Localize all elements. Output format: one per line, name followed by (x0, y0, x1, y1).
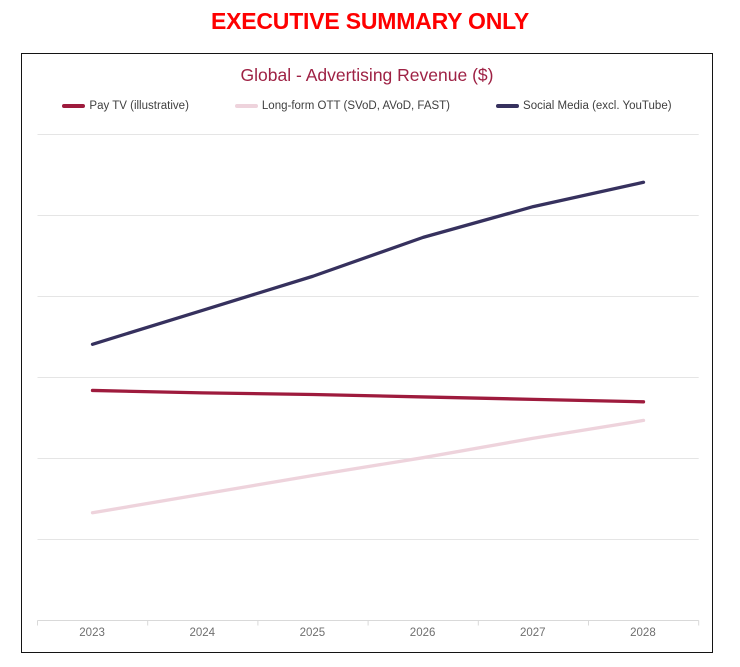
legend-line-swatch-long-form-ott (234, 104, 258, 108)
legend-label: Long-form OTT (SVoD, AVoD, FAST) (261, 100, 451, 112)
legend-label: Social Media (excl. YouTube) (523, 100, 672, 112)
legend-item-long-form-ott: Long-form OTT (SVoD, AVoD, FAST) (234, 100, 451, 112)
chart-title: Global - Advertising Revenue ($) (240, 65, 494, 85)
series-line-long-form-ott (90, 418, 646, 515)
line-chart-plot-area (37, 134, 700, 626)
chart-legend: Pay TV (illustrative) Long-form OTT (SVoD… (22, 100, 712, 112)
x-axis-label: 2023 (79, 627, 105, 639)
series-line-pay-tv (90, 388, 646, 404)
x-axis-label: 2028 (630, 627, 656, 639)
x-axis-label: 2027 (519, 627, 546, 639)
x-axis-label: 2024 (189, 627, 216, 639)
series-line-social-media (90, 180, 646, 346)
legend-line-swatch-social-media (496, 104, 520, 108)
x-axis-label: 2026 (409, 627, 436, 639)
legend-item-pay-tv: Pay TV (illustrative) (62, 100, 189, 112)
chart-container: Global - Advertising Revenue ($) Pay TV … (21, 53, 713, 653)
legend-line-swatch-pay-tv (62, 104, 86, 108)
x-axis-label: 2025 (299, 627, 326, 639)
legend-item-social-media: Social Media (excl. YouTube) (496, 100, 672, 112)
legend-label: Pay TV (illustrative) (89, 100, 189, 112)
page-banner: EXECUTIVE SUMMARY ONLY (210, 8, 530, 34)
x-axis-labels: 2023 2024 2025 2026 2027 2028 (37, 627, 698, 639)
